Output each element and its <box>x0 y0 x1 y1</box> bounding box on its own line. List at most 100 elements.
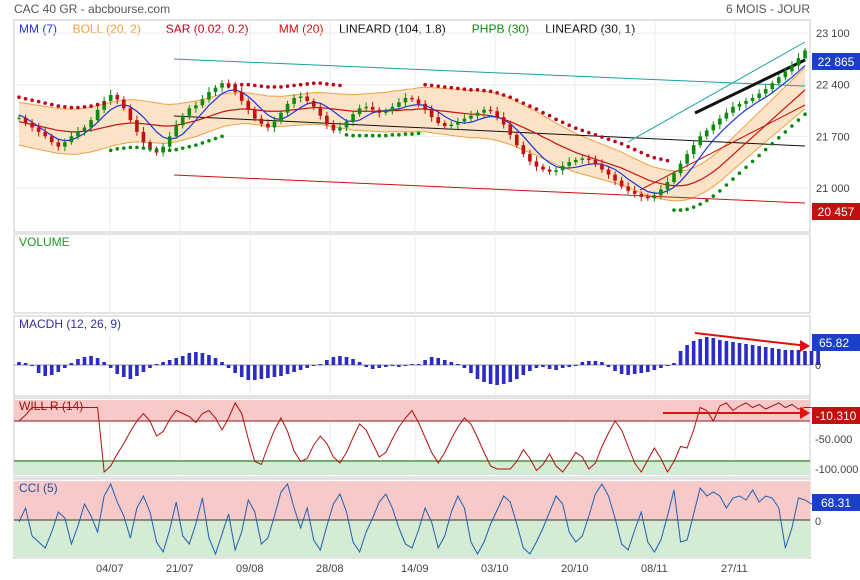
sar-dot-19 <box>141 146 146 150</box>
sar-dot-65 <box>442 85 447 89</box>
macd-bar-24 <box>174 358 179 365</box>
macd-bar-118 <box>790 350 794 365</box>
sar-dot-101 <box>678 208 683 212</box>
x-tick-7: 08/11 <box>641 563 668 575</box>
period-label[interactable]: 6 MOIS - JOUR <box>726 2 810 16</box>
candle-body-113 <box>757 93 761 98</box>
candle-body-43 <box>298 96 303 98</box>
sar-dot-43 <box>298 82 303 87</box>
macd-bar-61 <box>416 364 421 365</box>
sar-dot-64 <box>436 84 441 88</box>
candle-body-66 <box>449 124 454 126</box>
macd-panel[interactable]: MACDH (12, 26, 9) 65.82 0 <box>14 317 860 385</box>
sar-dot-47 <box>325 82 329 86</box>
cci-last-badge <box>812 494 860 511</box>
candle-body-114 <box>763 89 768 94</box>
sar-dot-105 <box>704 198 709 203</box>
macd-bar-32 <box>226 365 231 368</box>
macd-bar-25 <box>180 356 185 365</box>
macd-bar-7 <box>63 365 67 368</box>
macd-last-value: 65.82 <box>819 336 849 350</box>
candle-body-0 <box>17 117 21 119</box>
candle-body-20 <box>148 142 152 150</box>
williams-last-value: -10.310 <box>816 409 857 423</box>
macd-bar-40 <box>279 365 283 376</box>
williams-plot <box>14 400 812 475</box>
candle-body-45 <box>311 100 316 107</box>
macd-bar-31 <box>220 362 224 365</box>
macd-bar-71 <box>482 365 486 382</box>
sar-dot-21 <box>154 147 159 152</box>
price-tick-1: 22 400 <box>816 80 850 92</box>
x-tick-4: 14/09 <box>401 563 429 575</box>
candle-body-85 <box>573 159 578 163</box>
sar-dot-10 <box>82 105 87 109</box>
volume-panel[interactable]: VOLUME <box>19 235 70 249</box>
cci-last-value: 68.31 <box>821 496 851 510</box>
macd-bar-82 <box>554 365 558 370</box>
sar-dot-68 <box>462 87 467 91</box>
macd-bar-112 <box>750 345 755 365</box>
macd-bar-33 <box>233 365 237 373</box>
macd-trend-arrowhead <box>800 340 810 352</box>
sar-dot-55 <box>377 133 382 138</box>
macd-bar-92 <box>619 365 624 374</box>
sar-dot-61 <box>416 131 421 136</box>
macd-bar-17 <box>128 365 133 379</box>
sar-dot-115 <box>770 141 775 146</box>
candle-body-69 <box>469 115 473 119</box>
macd-bar-39 <box>272 365 277 377</box>
candle-body-17 <box>128 108 133 121</box>
macd-bar-110 <box>737 343 742 365</box>
macd-bar-100 <box>672 363 676 365</box>
sar-dot-109 <box>731 177 735 181</box>
sar-dot-59 <box>403 132 408 136</box>
macd-bar-113 <box>757 346 761 365</box>
sar-dot-98 <box>659 157 663 161</box>
candle-body-109 <box>731 106 735 113</box>
macd-bar-107 <box>718 340 722 365</box>
macd-bar-10 <box>82 357 87 365</box>
sar-dot-120 <box>803 112 807 116</box>
macd-bar-93 <box>626 365 630 375</box>
candle-body-55 <box>377 109 382 113</box>
macd-bar-5 <box>49 365 54 375</box>
candle-body-31 <box>220 83 224 88</box>
x-tick-3: 28/08 <box>316 563 344 575</box>
sar-dot-71 <box>482 88 486 93</box>
macd-bar-64 <box>436 358 441 365</box>
candle-body-91 <box>613 174 617 181</box>
sar-dot-77 <box>521 101 526 105</box>
x-tick-6: 20/10 <box>561 563 589 575</box>
sar-dot-8 <box>69 105 74 110</box>
price-panel[interactable]: MM (7) BOLL (20, 2) SAR (0.02, 0.2) MM (20)… <box>14 22 860 220</box>
macd-bar-116 <box>776 349 781 365</box>
candle-body-58 <box>397 102 401 107</box>
sar-dot-102 <box>685 207 689 212</box>
candle-body-84 <box>567 162 572 166</box>
macd-bar-104 <box>698 339 703 365</box>
macd-bar-15 <box>115 365 120 374</box>
macd-bar-41 <box>285 365 290 374</box>
macd-bar-34 <box>239 365 244 377</box>
macd-bar-72 <box>488 365 493 384</box>
macd-bar-1 <box>23 363 28 365</box>
macd-bar-115 <box>770 348 775 365</box>
cci-panel[interactable]: CCI (5) 68.31 0 <box>14 481 860 557</box>
candle-body-35 <box>246 100 251 110</box>
price-plot <box>17 41 807 212</box>
candle-body-4 <box>43 131 48 137</box>
candle-body-87 <box>587 158 591 160</box>
short-lower-line <box>639 104 806 191</box>
macd-bar-20 <box>148 365 152 368</box>
cci-overbought-zone <box>14 481 810 520</box>
sar-dot-66 <box>449 85 454 90</box>
macd-bar-120 <box>803 351 807 365</box>
williams-panel[interactable]: WILL R (14) -10.310 -50.000 -100.000 <box>14 399 860 476</box>
macd-bar-63 <box>429 357 434 365</box>
macd-bar-3 <box>36 365 41 373</box>
candle-body-5 <box>49 136 54 143</box>
legend-item-5: PHPB (30) <box>472 22 529 36</box>
candle-body-74 <box>501 117 506 125</box>
candle-body-6 <box>56 142 61 147</box>
